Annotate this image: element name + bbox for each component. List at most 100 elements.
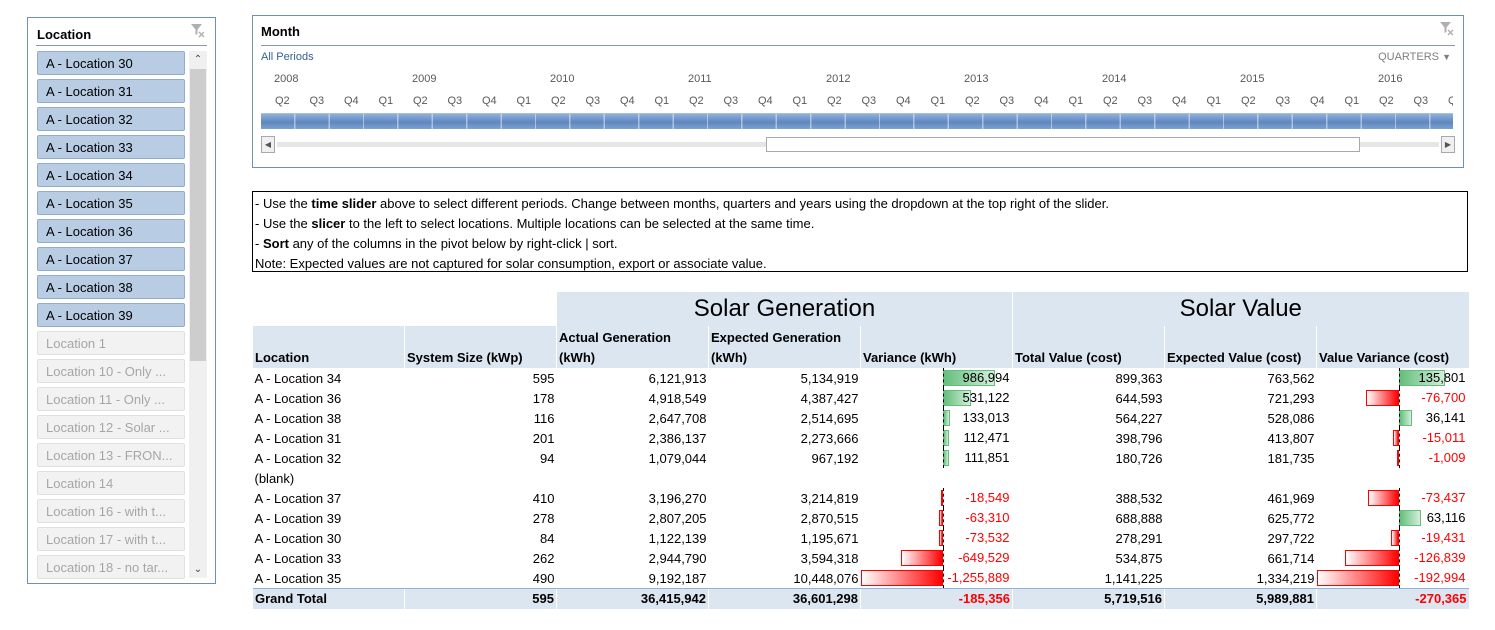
row-location[interactable]: A - Location 36 [254, 390, 342, 406]
row-total-value[interactable]: 688,888 [1115, 510, 1163, 526]
clear-filter-icon[interactable] [1439, 21, 1455, 37]
slicer-item[interactable]: A - Location 31 [37, 79, 185, 103]
row-system-size[interactable]: 262 [532, 550, 555, 566]
row-variance[interactable]: 531,122 [861, 388, 1013, 408]
timeline-quarter-label[interactable]: Q1 [516, 95, 532, 107]
row-variance[interactable]: -63,310 [861, 508, 1013, 528]
slicer-item[interactable]: A - Location 35 [37, 191, 185, 215]
slicer-item[interactable]: Location 16 - with t... [37, 499, 185, 523]
row-total-value[interactable]: 398,796 [1115, 430, 1163, 446]
timeline-quarter-label[interactable]: Q4 [482, 95, 497, 107]
total-actual-generation[interactable]: 36,415,942 [556, 588, 709, 609]
row-system-size[interactable]: 116 [533, 410, 555, 426]
row-location[interactable]: A - Location 34 [254, 370, 342, 386]
slicer-item[interactable]: A - Location 37 [37, 247, 185, 271]
row-total-value[interactable]: 180,726 [1115, 450, 1163, 466]
row-expected-value[interactable]: 461,969 [1267, 490, 1315, 506]
slicer-item[interactable]: Location 11 - Only ... [37, 387, 185, 411]
row-expected-value[interactable]: 181,735 [1267, 450, 1315, 466]
clear-filter-icon[interactable] [190, 23, 206, 39]
row-expected-value[interactable]: 625,772 [1267, 510, 1315, 526]
total-system-size[interactable]: 595 [404, 588, 557, 609]
row-location[interactable]: A - Location 32 [254, 450, 342, 466]
row-location[interactable]: A - Location 35 [254, 570, 342, 586]
row-variance[interactable]: 133,013 [861, 408, 1013, 428]
col-header-system-size[interactable]: System Size (kWp) [404, 326, 557, 368]
timeline-scroll-thumb[interactable] [766, 137, 1360, 152]
row-expected-value[interactable]: 413,807 [1267, 430, 1315, 446]
row-value-variance[interactable]: -19,431 [1317, 528, 1469, 548]
row-variance[interactable] [861, 468, 1013, 488]
timeline-quarter-label[interactable]: Q2 [965, 95, 980, 107]
timeline-quarter-label[interactable]: Q2 [551, 95, 566, 107]
slicer-item[interactable]: Location 18 - no tar... [37, 555, 185, 579]
row-location[interactable]: A - Location 39 [254, 510, 342, 526]
row-location[interactable]: (blank) [254, 470, 295, 486]
row-expected-generation[interactable]: 10,448,076 [793, 570, 859, 586]
timeline-quarter-label[interactable]: Q3 [447, 95, 463, 107]
row-system-size[interactable]: 595 [532, 370, 555, 386]
scroll-left-icon[interactable]: ◀ [261, 136, 275, 153]
row-expected-generation[interactable]: 1,195,671 [800, 530, 859, 546]
row-expected-generation[interactable]: 2,273,666 [800, 430, 859, 446]
slicer-scrollbar[interactable]: ⌃ ⌄ [189, 51, 207, 578]
row-actual-generation[interactable]: 9,192,187 [648, 570, 707, 586]
row-location[interactable]: A - Location 37 [254, 490, 342, 506]
slicer-item[interactable]: A - Location 39 [37, 303, 185, 327]
slicer-item[interactable]: Location 17 - with t... [37, 527, 185, 551]
row-value-variance[interactable]: -192,994 [1316, 568, 1469, 589]
total-variance[interactable]: -185,356 [860, 588, 1013, 609]
timeline-quarter-label[interactable]: Q3 [723, 95, 739, 107]
row-expected-generation[interactable]: 3,594,318 [800, 550, 859, 566]
row-expected-value[interactable]: 297,722 [1267, 530, 1315, 546]
timeline-quarter-label[interactable]: Q1 [930, 95, 946, 107]
slicer-item[interactable]: A - Location 33 [37, 135, 185, 159]
row-system-size[interactable]: 201 [532, 430, 555, 446]
timeline-quarter-label[interactable]: Q2 [1379, 95, 1394, 107]
row-expected-generation[interactable]: 2,870,515 [800, 510, 859, 526]
timeline-quarter-label[interactable]: Q4 [758, 95, 773, 107]
timeline-quarter-label[interactable]: Q [1448, 95, 1453, 107]
row-expected-value[interactable]: 763,562 [1267, 370, 1315, 386]
row-system-size[interactable]: 278 [532, 510, 555, 526]
timeline-quarter-label[interactable]: Q1 [792, 95, 808, 107]
row-value-variance[interactable] [1317, 468, 1469, 488]
timeline-quarter-label[interactable]: Q1 [1206, 95, 1222, 107]
row-total-value[interactable]: 899,363 [1115, 370, 1163, 386]
timeline-period-bar[interactable] [261, 113, 1453, 129]
timeline-scrollbar[interactable]: ◀ ▶ [261, 136, 1455, 153]
row-actual-generation[interactable]: 2,386,137 [648, 430, 707, 446]
scroll-right-icon[interactable]: ▶ [1441, 136, 1455, 153]
col-header-variance[interactable]: Variance (kWh) [860, 326, 1013, 368]
time-level-dropdown[interactable]: QUARTERS ▼ [1378, 51, 1451, 63]
row-location[interactable]: A - Location 31 [254, 430, 342, 446]
timeline-quarter-label[interactable]: Q3 [1413, 95, 1429, 107]
col-header-expected-value[interactable]: Expected Value (cost) [1164, 326, 1317, 368]
row-total-value[interactable]: 1,141,225 [1104, 570, 1163, 586]
timeline-quarter-label[interactable]: Q2 [1241, 95, 1256, 107]
total-expected-value[interactable]: 5,989,881 [1164, 588, 1317, 609]
row-expected-value[interactable]: 1,334,219 [1256, 570, 1315, 586]
row-actual-generation[interactable]: 2,647,708 [648, 410, 707, 426]
col-header-expected-generation[interactable]: Expected Generation (kWh) [708, 326, 861, 368]
row-total-value[interactable]: 388,532 [1115, 490, 1163, 506]
row-actual-generation[interactable] [557, 468, 709, 488]
total-value[interactable]: 5,719,516 [1012, 588, 1165, 609]
row-value-variance[interactable]: -76,700 [1317, 388, 1469, 408]
slicer-item[interactable]: Location 14 [37, 471, 185, 495]
timeline-quarter-label[interactable]: Q4 [620, 95, 635, 107]
timeline-quarter-label[interactable]: Q2 [275, 95, 290, 107]
row-expected-value[interactable]: 721,293 [1267, 390, 1315, 406]
timeline-quarter-label[interactable]: Q2 [689, 95, 704, 107]
row-system-size[interactable]: 490 [532, 570, 555, 586]
col-header-location[interactable]: Location [252, 326, 405, 368]
timeline-quarter-label[interactable]: Q4 [1310, 95, 1325, 107]
timeline-quarter-label[interactable]: Q2 [1103, 95, 1118, 107]
slicer-item[interactable]: Location 1 [37, 331, 185, 355]
row-variance[interactable]: -18,549 [861, 488, 1013, 508]
slicer-item[interactable]: A - Location 30 [37, 51, 185, 75]
row-actual-generation[interactable]: 2,944,790 [648, 550, 707, 566]
timeline-quarter-label[interactable]: Q1 [654, 95, 670, 107]
col-header-total-value[interactable]: Total Value (cost) [1012, 326, 1165, 368]
row-system-size[interactable]: 94 [540, 450, 555, 466]
